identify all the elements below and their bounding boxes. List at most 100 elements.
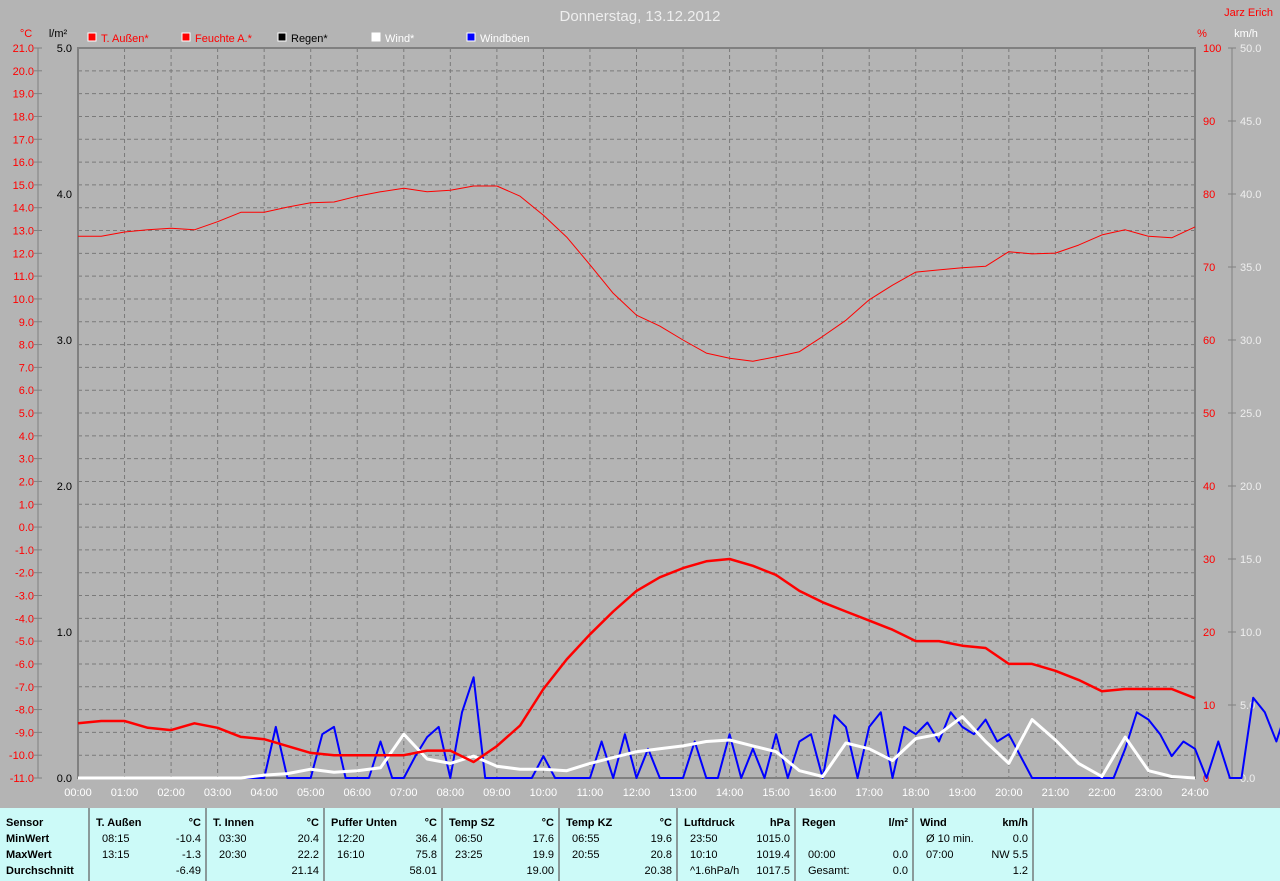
cell-time: 07:00 <box>926 849 954 861</box>
wind-tick-label: 35.0 <box>1240 262 1261 274</box>
rain-tick-label: 2.0 <box>57 481 72 493</box>
wind-tick-label: 20.0 <box>1240 481 1261 493</box>
chart-title: Donnerstag, 13.12.2012 <box>560 8 721 25</box>
temp-tick-label: 1.0 <box>19 499 34 511</box>
cell-value: 75.8 <box>415 849 437 861</box>
cell-value: 36.4 <box>415 833 437 845</box>
cell-value: 0.0 <box>892 865 908 877</box>
column-wind: Wind km/h Ø 10 min. 0.0 07:00 NW 5.5 1.2 <box>914 808 1034 881</box>
temp-tick-label: 3.0 <box>19 454 34 466</box>
temp-tick-label: 8.0 <box>19 340 34 352</box>
rain-tick-label: 3.0 <box>57 335 72 347</box>
temp-tick-label: 15.0 <box>13 180 34 192</box>
legend-swatch <box>371 32 381 42</box>
series-windböen <box>78 676 1280 779</box>
temp-tick-label: 10.0 <box>13 294 34 306</box>
legend-swatch <box>466 32 476 42</box>
rain-tick-label: 4.0 <box>57 189 72 201</box>
x-tick-label: 21:00 <box>1042 787 1070 799</box>
series-t-au-en- <box>77 557 1196 764</box>
column-puffer-unten: Puffer Unten °C 12:20 36.4 16:10 75.8 58.01 <box>325 808 443 881</box>
cell-time: 12:20 <box>337 833 365 845</box>
x-tick-label: 08:00 <box>437 787 465 799</box>
cell-time: 23:50 <box>690 833 718 845</box>
column-temp-kz: Temp KZ °C 06:55 19.6 20:55 20.8 20.38 <box>560 808 678 881</box>
cell-time <box>331 863 337 879</box>
column-name: T. Außen <box>96 817 142 829</box>
sensor-header: Sensor <box>6 817 44 829</box>
x-tick-label: 03:00 <box>204 787 232 799</box>
column-unit: °C <box>188 817 201 829</box>
wind-tick-label: 50.0 <box>1240 43 1261 55</box>
humidity-tick-label: 90 <box>1203 116 1215 128</box>
author-label: Jarz Erich <box>1224 7 1273 19</box>
x-tick-label: 02:00 <box>157 787 185 799</box>
cell-time: 13:15 <box>102 849 130 861</box>
wind-tick-label: 0.0 <box>1240 773 1255 785</box>
column-name: Luftdruck <box>684 817 735 829</box>
cell-time <box>449 863 455 879</box>
x-tick-label: 24:00 <box>1181 787 1209 799</box>
legend-label: Windböen <box>480 33 530 45</box>
weather-chart: 21.0 20.0 19.0 18.0 17.0 16.0 15.0 14.0 13.0 12.0… <box>9 7 1280 799</box>
column-unit: °C <box>424 817 437 829</box>
legend-label: Wind* <box>385 33 415 45</box>
column-t-innen: T. Innen °C 03:30 20.4 20:30 22.2 21.14 <box>207 808 325 881</box>
temp-tick-label: 12.0 <box>13 248 34 260</box>
cell-value: 20.4 <box>297 833 319 845</box>
cell-time: Ø 10 min. <box>926 833 974 845</box>
temp-tick-label: 6.0 <box>19 385 34 397</box>
legend-swatch <box>181 32 191 42</box>
humidity-tick-label: 0 <box>1203 773 1209 785</box>
cell-value: 1.2 <box>1012 865 1028 877</box>
column-temp-sz: Temp SZ °C 06:50 17.6 23:25 19.9 19.00 <box>443 808 560 881</box>
temp-tick-label: 0.0 <box>19 522 34 534</box>
temp-tick-label: -8.0 <box>15 705 34 717</box>
temp-tick-label: -2.0 <box>15 568 34 580</box>
temp-tick-label: 4.0 <box>19 431 34 443</box>
wind-tick-label: 40.0 <box>1240 189 1261 201</box>
cell-value: 19.9 <box>532 849 554 861</box>
legend-swatch <box>87 32 97 42</box>
cell-value: 0.0 <box>892 849 908 861</box>
temp-tick-label: 18.0 <box>13 111 34 123</box>
temp-tick-label: -7.0 <box>15 682 34 694</box>
column-name: Temp KZ <box>566 817 613 829</box>
humidity-tick-label: 100 <box>1203 43 1221 55</box>
x-tick-label: 20:00 <box>995 787 1023 799</box>
column-name: Regen <box>802 817 836 829</box>
x-tick-label: 12:00 <box>623 787 651 799</box>
humidity-tick-label: 10 <box>1203 700 1215 712</box>
rain-tick-label: 0.0 <box>57 773 72 785</box>
x-tick-label: 23:00 <box>1135 787 1163 799</box>
temp-tick-label: -3.0 <box>15 591 34 603</box>
wind-tick-label: 25.0 <box>1240 408 1261 420</box>
temp-tick-label: 9.0 <box>19 317 34 329</box>
wind-tick-label: 10.0 <box>1240 627 1261 639</box>
cell-value: 22.2 <box>297 849 319 861</box>
cell-time: 06:55 <box>572 833 600 845</box>
x-tick-label: 05:00 <box>297 787 325 799</box>
column-regen: Regen l/m² 00:00 0.0 Gesamt: 0.0 <box>796 808 914 881</box>
cell-value: -1.3 <box>182 849 201 861</box>
rain-unit-label: l/m² <box>49 28 68 40</box>
wind-tick-label: 30.0 <box>1240 335 1261 347</box>
temp-tick-label: 16.0 <box>13 157 34 169</box>
cell-time: 23:25 <box>455 849 483 861</box>
cell-value: 17.6 <box>532 833 554 845</box>
temp-tick-label: 11.0 <box>13 271 34 283</box>
column-unit: hPa <box>769 817 790 829</box>
rain-tick-label: 5.0 <box>57 43 72 55</box>
cell-value: 1015.0 <box>756 833 790 845</box>
cell-time <box>802 831 808 847</box>
temp-tick-label: -6.0 <box>15 659 34 671</box>
column-name: Wind <box>920 817 947 829</box>
temp-tick-label: 21.0 <box>13 43 34 55</box>
series-feuchte-a- <box>78 185 1196 362</box>
x-tick-label: 06:00 <box>343 787 371 799</box>
temp-tick-label: 17.0 <box>13 134 34 146</box>
cell-value: -6.49 <box>175 865 201 877</box>
cell-time <box>213 863 219 879</box>
temp-tick-label: -1.0 <box>15 545 34 557</box>
cell-value: 20.8 <box>650 849 672 861</box>
